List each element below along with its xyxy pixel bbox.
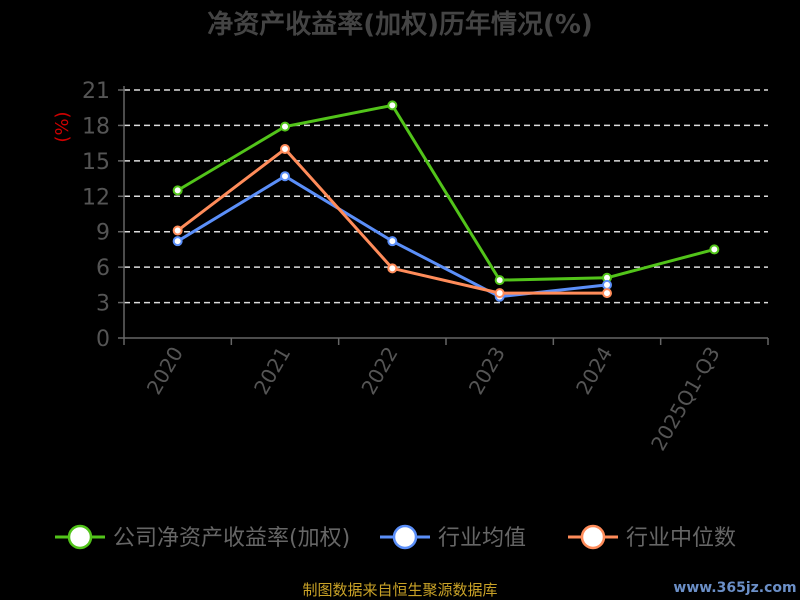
data-point: [172, 225, 183, 236]
legend: 公司净资产收益率(加权) 行业均值 行业中位数: [55, 524, 736, 551]
y-tick-label: 18: [82, 114, 110, 139]
legend-item-1: 行业均值: [380, 524, 526, 551]
series-1: [172, 171, 612, 302]
y-tick-label: 6: [96, 256, 110, 281]
data-point: [280, 171, 290, 182]
legend-label: 行业均值: [438, 526, 526, 551]
y-tick-label: 15: [82, 150, 110, 175]
source-note: 制图数据来自恒生聚源数据库: [302, 581, 497, 599]
data-point: [280, 121, 290, 132]
data-point: [172, 236, 183, 247]
x-tick-label: 2020: [142, 343, 188, 399]
data-point: [172, 185, 183, 196]
data-point: [602, 288, 612, 299]
data-point: [280, 144, 290, 155]
y-tick-label: 9: [96, 221, 110, 246]
y-axis-unit-label: (%): [52, 111, 73, 142]
legend-item-0: 公司净资产收益率(加权): [55, 524, 350, 551]
x-tick-label: 2023: [464, 342, 510, 398]
watermark: www.365jz.com: [673, 580, 796, 596]
legend-marker: [580, 524, 606, 550]
y-tick-label: 12: [82, 185, 110, 210]
y-tick-label: 0: [96, 327, 110, 352]
grid-lines: [124, 89, 768, 304]
legend-label: 行业中位数: [626, 526, 736, 551]
series-2: [172, 144, 612, 299]
legend-marker: [392, 524, 418, 550]
series-0: [172, 100, 720, 286]
x-tick-label: 2024: [571, 343, 617, 399]
legend-marker: [67, 524, 93, 550]
data-point: [494, 275, 505, 286]
series-line: [176, 103, 715, 282]
data-point: [387, 100, 398, 111]
chart-title: 净资产收益率(加权)历年情况(%): [207, 9, 593, 40]
data-point: [602, 279, 612, 290]
x-tick-label: 2025Q1-Q3: [646, 343, 725, 455]
legend-item-2: 行业中位数: [568, 524, 736, 551]
x-tick-label: 2021: [249, 343, 295, 399]
y-tick-label: 21: [82, 79, 110, 104]
series-lines: [172, 100, 720, 302]
data-point: [387, 236, 398, 247]
y-tick-label: 3: [96, 292, 110, 317]
data-point: [387, 263, 398, 274]
x-tick-label: 2022: [356, 343, 402, 399]
data-point: [494, 288, 505, 299]
data-point: [709, 244, 720, 255]
legend-label: 公司净资产收益率(加权): [113, 526, 350, 551]
